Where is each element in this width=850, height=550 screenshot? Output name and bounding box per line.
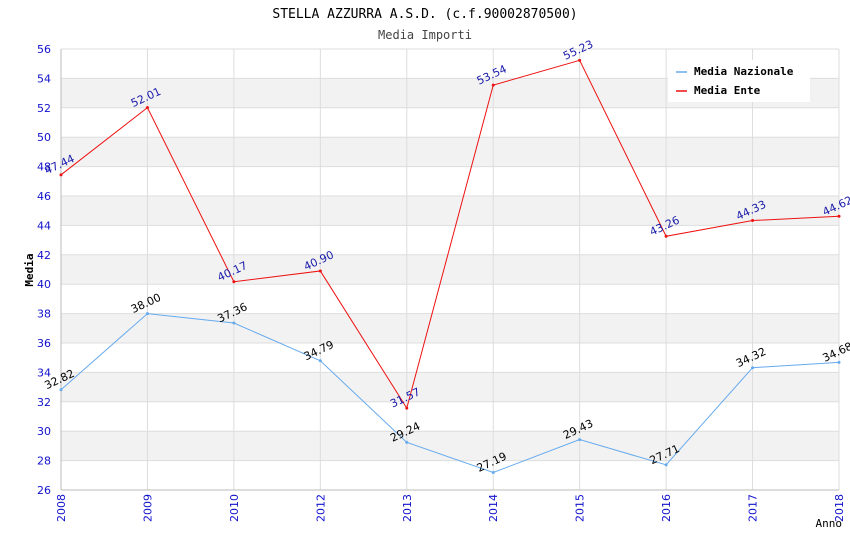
y-tick-label: 34: [37, 366, 51, 379]
x-tick-label: 2012: [314, 494, 327, 522]
y-tick-label: 38: [37, 308, 51, 321]
grid-band: [61, 401, 839, 432]
y-tick-label: 28: [37, 455, 51, 468]
x-tick-label: 2017: [747, 494, 760, 522]
y-tick-label: 26: [37, 484, 51, 497]
y-tick-label: 44: [37, 219, 51, 232]
y-tick-label: 56: [37, 43, 51, 56]
data-point: [318, 269, 322, 273]
grid-band: [61, 313, 839, 343]
grid-band: [61, 254, 839, 285]
x-tick-label: 2013: [401, 494, 414, 522]
y-axis-ticks: 26 28 30 32 34 36 38 40 42 44 46 48 50 52 54 56: [37, 43, 51, 497]
y-axis-title: Media: [23, 253, 36, 286]
data-point: [318, 359, 322, 363]
data-point: [145, 106, 149, 110]
data-point: [59, 388, 63, 392]
y-tick-label: 48: [37, 161, 51, 174]
grid-band: [61, 372, 839, 402]
chart-subtitle: Media Importi: [378, 28, 472, 42]
data-point: [837, 360, 841, 364]
legend: Media Nazionale Media Ente: [668, 60, 810, 102]
series-line-media-nazionale: [60, 313, 840, 474]
data-point: [751, 219, 755, 223]
grid-band: [61, 431, 839, 461]
data-point: [664, 234, 668, 238]
y-tick-label: 50: [37, 131, 51, 144]
data-point: [59, 173, 63, 177]
grid-band: [61, 107, 839, 138]
grid-band: [61, 137, 839, 167]
data-point: [145, 312, 149, 316]
x-tick-label: 2015: [574, 494, 587, 522]
legend-box: [668, 60, 810, 102]
grid-band: [61, 460, 839, 490]
x-axis-ticks: 2008 2009 2010 2012 2013 2014 2015 2016 2017 2018: [55, 494, 846, 522]
grid-band: [61, 284, 839, 314]
y-tick-label: 54: [37, 72, 51, 85]
data-point: [837, 214, 841, 218]
x-tick-label: 2016: [660, 494, 673, 522]
series-layer: [59, 58, 841, 475]
data-point: [491, 83, 495, 87]
data-point: [751, 366, 755, 370]
plot-background-bands: [61, 49, 839, 490]
grid-band: [61, 225, 839, 255]
data-point: [491, 471, 495, 475]
grid-band: [61, 343, 839, 373]
y-tick-label: 40: [37, 278, 51, 291]
y-tick-label: 36: [37, 337, 51, 350]
y-tick-label: 30: [37, 425, 51, 438]
chart-title: STELLA AZZURRA A.S.D. (c.f.90002870500): [272, 7, 577, 22]
series-line-media-ente: [60, 59, 840, 410]
legend-label-media-nazionale: Media Nazionale: [694, 65, 794, 78]
data-point: [405, 440, 409, 444]
y-tick-label: 42: [37, 249, 51, 262]
data-point: [664, 463, 668, 467]
data-point: [232, 321, 236, 325]
y-tick-label: 52: [37, 102, 51, 115]
y-tick-label: 32: [37, 396, 51, 409]
legend-label-media-ente: Media Ente: [694, 84, 761, 97]
x-tick-label: 2008: [55, 494, 68, 522]
data-point: [232, 280, 236, 284]
data-point: [578, 438, 582, 442]
grid-band: [61, 196, 839, 226]
grid-band: [61, 166, 839, 196]
x-tick-label: 2010: [228, 494, 241, 522]
x-tick-label: 2014: [487, 494, 500, 522]
x-tick-label: 2009: [141, 494, 154, 522]
y-tick-label: 46: [37, 190, 51, 203]
data-point: [578, 58, 582, 62]
x-tick-label: 2018: [833, 494, 846, 522]
x-axis-title: Anno: [816, 517, 843, 530]
data-point: [405, 406, 409, 410]
